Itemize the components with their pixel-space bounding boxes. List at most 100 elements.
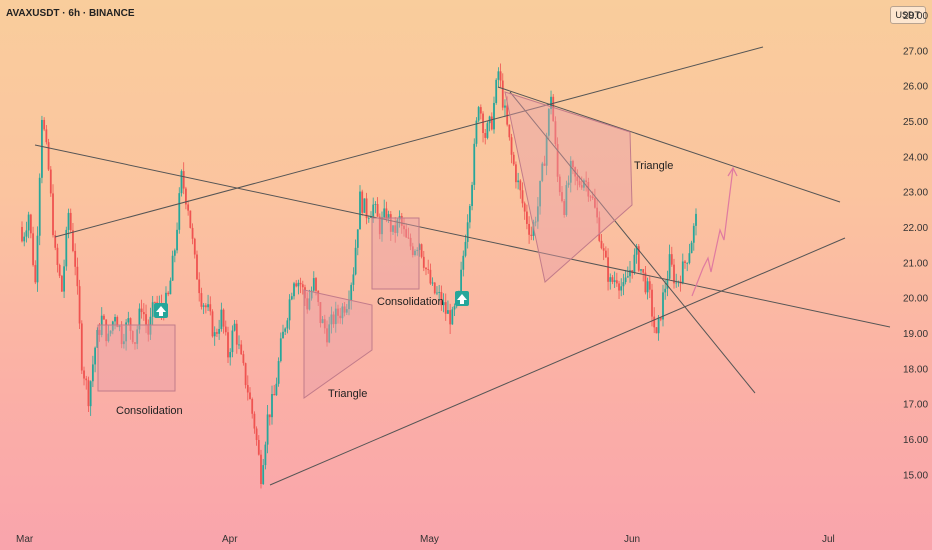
candle-body (657, 317, 660, 334)
candle-body (260, 454, 262, 485)
candle-body (149, 316, 152, 335)
candle-body (488, 116, 491, 124)
candle-body (76, 266, 79, 287)
candle-body (604, 250, 607, 258)
triangle-pattern-1[interactable] (303, 289, 373, 399)
candle-body (264, 444, 267, 466)
candle-body (211, 311, 214, 337)
y-tick-label: 28.00 (903, 11, 928, 22)
y-tick-label: 16.00 (903, 435, 928, 446)
candle-body (622, 282, 625, 287)
candle-body (453, 306, 456, 310)
candle-body (613, 280, 616, 282)
candle-body (114, 317, 116, 322)
candle-body (523, 203, 526, 212)
y-tick-label: 18.00 (903, 364, 928, 375)
drawings-layer: Consolidation Consolidation Triangle Tri… (34, 46, 891, 486)
candle-body (670, 254, 673, 265)
candle-body (692, 225, 695, 243)
currency-badge[interactable]: USDT (889, 6, 926, 24)
candle-body (389, 214, 392, 232)
candle-body (328, 324, 331, 343)
candle-body (528, 223, 530, 235)
candle-body (451, 309, 454, 325)
candle-body (334, 308, 337, 325)
candle-body (659, 317, 662, 320)
candle-body (479, 107, 482, 114)
candle-body (569, 160, 572, 183)
candle-body (356, 229, 359, 248)
candle-body (530, 234, 533, 236)
candle-body (293, 283, 295, 297)
wedge-upper-line[interactable] (497, 86, 841, 203)
candle-body (52, 193, 54, 236)
triangle-label-1: Triangle (328, 388, 367, 400)
candle-body (249, 392, 251, 400)
candle-body (596, 207, 598, 218)
candle-body (427, 269, 430, 270)
candle-body (47, 142, 50, 170)
price-axis[interactable]: 28.00 27.00 26.00 25.00 24.00 23.00 22.00 21.00… (903, 11, 928, 481)
descending-trendline[interactable] (34, 144, 891, 328)
triangle-pattern-2[interactable] (504, 91, 633, 283)
candle-body (288, 299, 291, 321)
consolidation-label-2: Consolidation (377, 296, 444, 308)
time-axis[interactable]: Mar Apr May Jun Jul (16, 534, 835, 545)
candle-body (550, 96, 552, 109)
consolidation-box-2[interactable] (371, 217, 420, 290)
candle-body (122, 341, 125, 345)
candle-body (565, 185, 568, 215)
candle-body (209, 304, 212, 312)
channel-lower-line[interactable] (269, 237, 846, 486)
wedge-diagonal-line[interactable] (509, 91, 756, 394)
candle-body (442, 302, 445, 306)
candle-body (63, 266, 65, 292)
candle-body (308, 298, 311, 310)
candle-body (512, 154, 515, 165)
candle-body (297, 282, 300, 287)
candle-body (198, 279, 201, 294)
candle-body (222, 309, 225, 327)
candle-body (275, 383, 278, 396)
candle-body (589, 196, 592, 198)
candle-body (407, 237, 410, 239)
candle-body (403, 225, 405, 230)
candle-body (154, 302, 156, 304)
candle-body (506, 105, 509, 125)
candle-body (317, 290, 320, 303)
candle-body (204, 305, 207, 308)
candle-body (105, 319, 108, 342)
candle-body (231, 330, 234, 353)
candle-body (176, 229, 178, 251)
candle-body (354, 247, 357, 275)
candle-body (200, 293, 203, 307)
candle-body (392, 225, 394, 232)
candle-body (58, 265, 61, 276)
candle-body (686, 262, 689, 264)
candle-body (587, 181, 590, 197)
candle-body (207, 304, 209, 308)
candle-body (547, 108, 550, 136)
candle-body (495, 79, 498, 103)
candle-body (301, 284, 304, 288)
consolidation-box-1[interactable] (97, 324, 176, 392)
candle-body (519, 180, 522, 191)
candle-body (182, 171, 185, 189)
candle-body (67, 212, 70, 230)
candle-body (436, 292, 438, 294)
candle-body (493, 102, 495, 130)
candle-body (666, 278, 669, 289)
candle-body (578, 181, 581, 186)
candle-body (23, 236, 26, 242)
candle-body (147, 324, 150, 335)
candle-body (363, 198, 366, 213)
candle-body (387, 214, 390, 220)
candle-body (411, 246, 414, 256)
candle-body (216, 332, 218, 334)
candle-body (118, 325, 121, 328)
candle-body (304, 287, 306, 299)
channel-upper-line[interactable] (54, 46, 764, 238)
candle-body (475, 120, 478, 144)
